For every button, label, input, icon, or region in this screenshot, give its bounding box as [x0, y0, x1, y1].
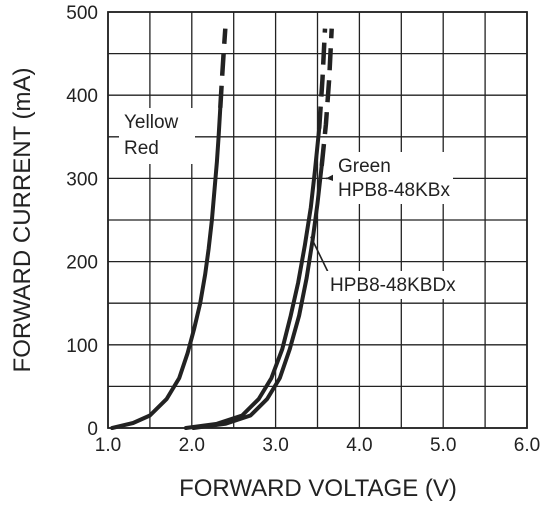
x-tick-label: 1.0 — [95, 435, 121, 456]
annotation-pointers — [310, 173, 336, 273]
x-tick-label: 2.0 — [179, 435, 205, 456]
annotation-arrowhead — [325, 173, 336, 182]
x-tick-labels: 1.0 2.0 3.0 4.0 5.0 6.0 — [95, 435, 540, 456]
series-line-yellow-red — [110, 105, 223, 430]
y-tick-label: 400 — [66, 86, 98, 107]
y-tick-labels: 0 100 200 300 400 500 — [66, 3, 98, 440]
annotation-label: HPB8-48KBx — [338, 180, 450, 201]
y-tick-label: 0 — [87, 419, 98, 440]
annotation-pointer-line — [310, 236, 329, 273]
x-tick-label: 6.0 — [514, 435, 540, 456]
annotation-background — [333, 152, 453, 204]
x-tick-label: 4.0 — [346, 435, 372, 456]
y-tick-label: 300 — [66, 169, 98, 190]
x-tick-label: 3.0 — [262, 435, 288, 456]
curves — [110, 28, 334, 430]
y-tick-label: 100 — [66, 336, 98, 357]
annotation-background — [325, 271, 456, 299]
y-tick-label: 500 — [66, 3, 98, 24]
series-line-dashed-hpb8-48kbdx — [316, 28, 328, 129]
series-line-dashed-yellow-red — [218, 28, 228, 108]
annotation-label: Yellow — [124, 112, 179, 133]
series-line-green-hpb8-48kbx — [191, 163, 324, 430]
x-axis-title: FORWARD VOLTAGE (V) — [179, 475, 457, 502]
annotation-label: Red — [124, 138, 159, 159]
plot-frame — [107, 11, 528, 429]
annotation-background — [119, 108, 195, 164]
y-axis-title: FORWARD CURRENT (mA) — [9, 68, 36, 373]
annotations: Yellow Red Green HPB8-48KBx HPB8-48KBDx — [119, 108, 456, 299]
x-tick-label: 5.0 — [430, 435, 456, 456]
y-tick-label: 200 — [66, 253, 98, 274]
grid — [107, 11, 528, 429]
series-line-hpb8-48kbdx — [183, 126, 322, 430]
annotation-label: Green — [338, 156, 391, 177]
series-line-dashed-green-hpb8-48kbx — [319, 28, 334, 167]
annotation-label: HPB8-48KBDx — [330, 275, 456, 296]
